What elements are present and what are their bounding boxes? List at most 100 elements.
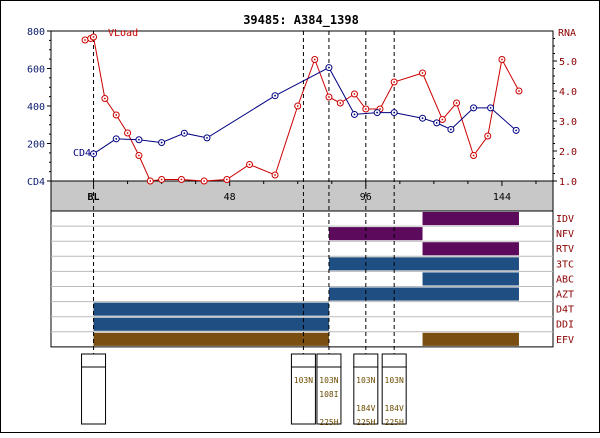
vload-point-dot [115,114,118,116]
regimen-bar-azt [328,287,519,301]
right-tick-label: 5.0 [559,57,577,68]
vload-point-dot [180,178,183,181]
regimen-bar-d4t [93,302,329,316]
cd4-point-dot [183,132,186,135]
drug-label-nfv: NFV [556,229,574,240]
mutation-label: 103N [319,376,338,385]
vload-point-dot [103,97,106,100]
vload-point-dot [379,108,381,110]
mutation-box [316,366,342,425]
vload-point-dot [353,93,356,95]
vload-point-dot [393,81,396,83]
mutation-label: 184V [385,404,404,413]
mutation-label: 103N [356,376,375,385]
drug-label-d4t: D4T [556,305,574,316]
drug-label-3tc: 3TC [556,259,574,270]
drug-label-abc: ABC [556,274,574,285]
drug-label-efv: EFV [556,335,574,346]
mutation-box-header [353,353,379,368]
vload-point-dot [126,132,129,134]
mutation-box-header [81,353,107,368]
vload-point-dot [248,163,251,166]
regimen-bar-efv [93,332,329,346]
vload-label: VLoad [108,28,138,39]
series-layer [81,33,523,185]
vload-point-dot [313,58,316,61]
cd4-point-dot [92,152,95,155]
regimen-bar-idv [422,212,519,226]
vload-point-dot [441,118,444,121]
mutation-box [81,366,107,425]
mutation-box [381,366,407,425]
drug-label-azt: AZT [556,290,574,301]
x-tick-label: 96 [360,192,372,203]
regimen-bar-efv [422,332,519,346]
drug-label-idv: IDV [556,214,574,225]
cd4-point-dot [274,94,276,97]
vload-point-dot [225,178,228,181]
regimen-bar-abc [422,272,519,286]
regimen-bar-nfv [328,227,423,241]
right-tick-label: 4.0 [559,87,577,98]
mutation-box-header [316,353,342,368]
mutation-label: 225H [385,418,404,427]
vload-point-dot [339,102,342,104]
cd4-label: CD4 [73,148,91,159]
regimen-panel: IDV NFV RTV 3TC ABC AZT D4T DDI EFV [50,210,574,348]
cd4-point-dot [515,129,518,132]
left-axis: CD4 200 400 600 800 [27,27,51,188]
right-tick-label: 1.0 [559,177,577,188]
vload-point-dot [92,36,95,38]
left-tick-label: 800 [27,27,45,38]
x-axis-band [50,180,554,212]
vload-point-dot [84,39,86,41]
mutation-box-header [381,353,407,368]
mutation-box [353,366,379,425]
cd4-point-dot [435,121,438,124]
x-tick-label: 144 [493,192,511,203]
right-tick-label: 2.0 [559,147,577,158]
cd4-point-dot [472,106,475,109]
vload-point-dot [364,108,367,110]
cd4-point-dot [160,141,163,144]
mutation-box [290,366,316,425]
cd4-point-dot [449,128,452,131]
event-lines [93,31,395,356]
cd4-point-dot [489,106,492,109]
cd4-point-dot [138,138,140,141]
vload-point-dot [472,154,475,157]
vload-point-dot [455,102,458,104]
vload-point-dot [203,180,206,182]
regimen-bar-3tc [328,257,519,271]
regimen-bar-ddi [93,317,329,331]
cd4-point-dot [421,117,424,120]
vload-point-dot [328,96,330,98]
cd4-point-dot [328,66,330,69]
vload-point-dot [501,58,503,61]
right-axis: RNA 1.0 2.0 3.0 4.0 5.0 [553,28,577,188]
cd4-point-dot [206,136,208,139]
right-tick-label: 3.0 [559,117,577,128]
vload-point-dot [486,135,489,137]
cd4-point-dot [353,113,356,116]
left-tick-label: 600 [27,65,45,76]
cd4-point-dot [393,111,396,114]
plot-area [50,30,554,182]
vload-point-dot [138,154,140,157]
right-axis-label: RNA [558,28,576,39]
left-tick-label: 200 [27,140,45,151]
vload-point-dot [518,90,520,92]
cd4-point-dot [115,137,118,140]
mutation-label: 103N [385,376,404,385]
mutation-label: 108I [319,390,338,399]
vload-point-dot [421,72,424,74]
regimen-bar-rtv [422,242,519,256]
drug-label-rtv: RTV [556,244,574,255]
vload-point-dot [274,174,276,176]
drug-label-ddi: DDI [556,320,574,331]
vload-point-dot [149,180,152,182]
mutation-label: 225H [319,418,338,427]
left-tick-label: 400 [27,102,45,113]
mutation-boxes: 103N 103N 108I 225H 103N 184V 225H 103N 184V 225H [81,353,407,427]
